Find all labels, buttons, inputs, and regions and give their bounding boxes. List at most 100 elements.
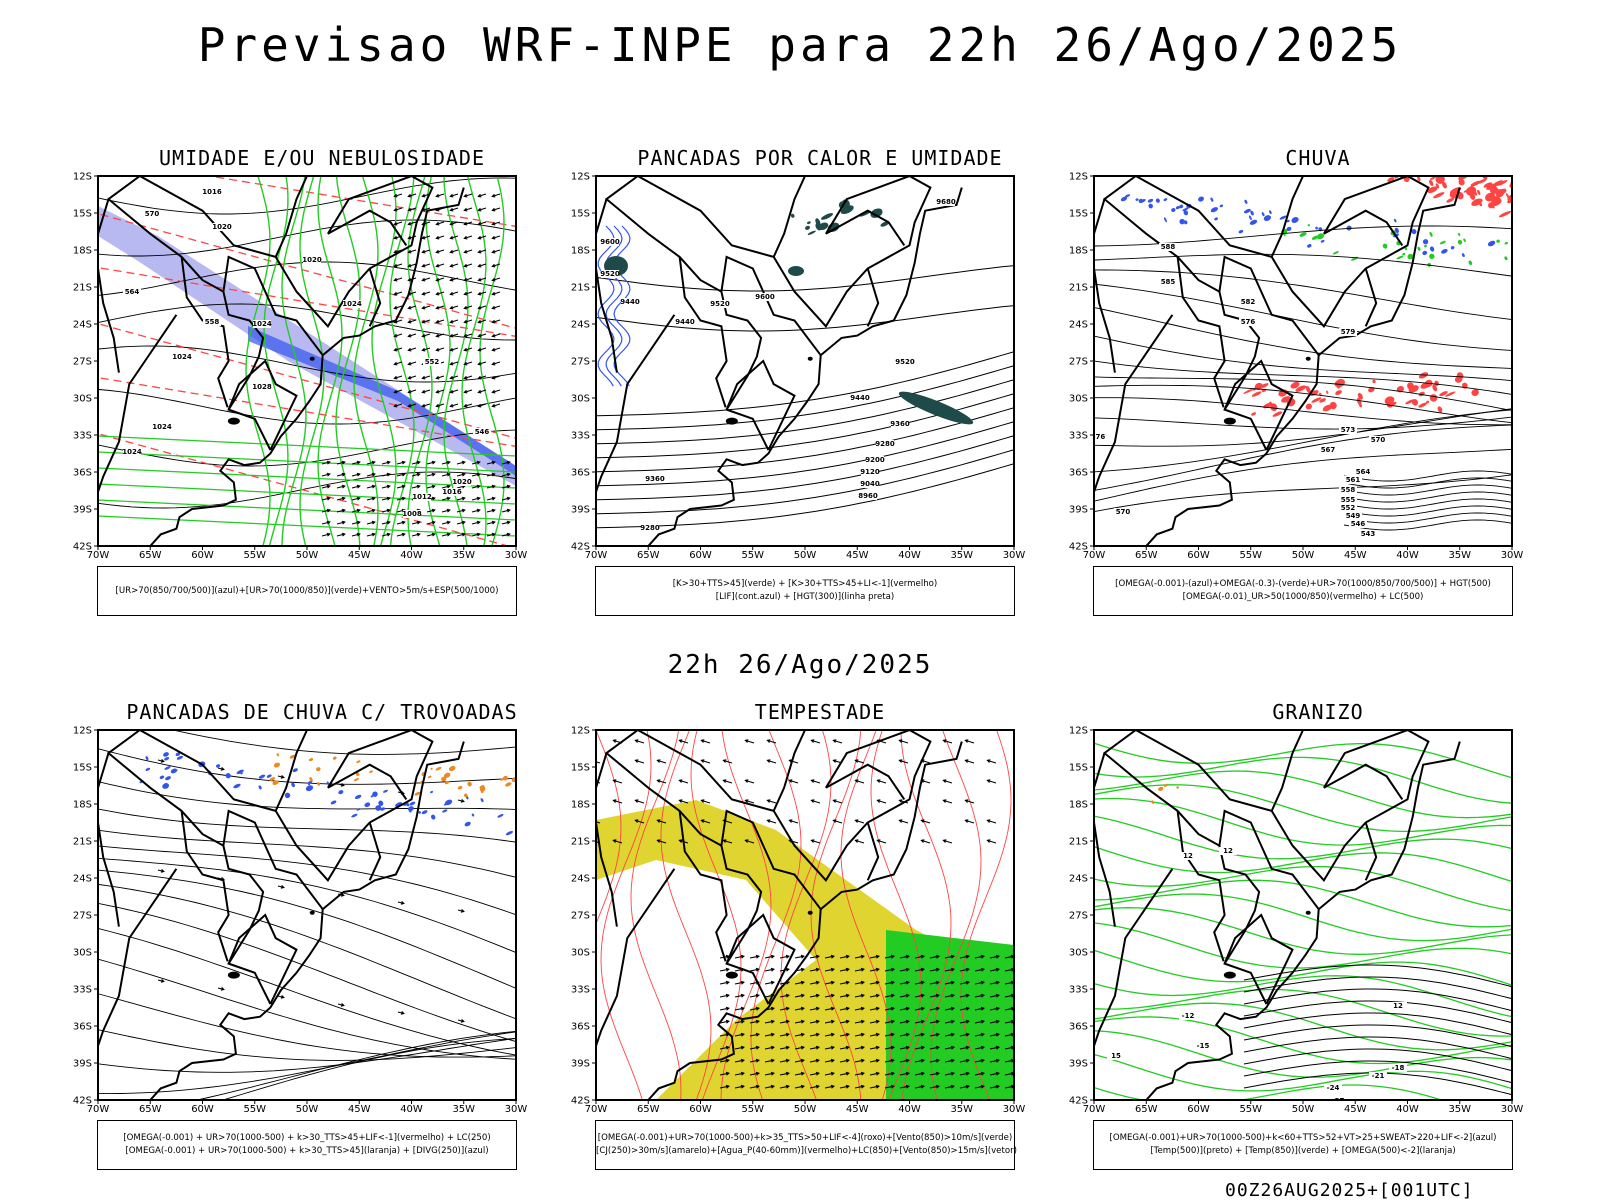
- wind-vector: [336, 509, 345, 513]
- lon-tick-label: 40W: [400, 1104, 423, 1115]
- wind-vector-head: [950, 993, 955, 998]
- height-isoline: [596, 265, 1014, 292]
- rain-area: [1213, 129, 1223, 137]
- wind-vector-head: [421, 347, 426, 352]
- wind-vector-head: [860, 1006, 865, 1011]
- wind-vector-head: [725, 1019, 730, 1024]
- rain-area: [1238, 130, 1252, 141]
- wind-vector: [877, 779, 887, 784]
- rain-area: [1524, 201, 1539, 212]
- lon-tick-label: 30W: [1501, 550, 1524, 561]
- lat-tick-label: 12S: [73, 726, 92, 737]
- wind-vector: [794, 955, 804, 959]
- wind-vector: [749, 1020, 759, 1024]
- height-isoline: [596, 421, 1014, 487]
- rain-area: [1417, 176, 1421, 182]
- rain-area: [1462, 382, 1468, 389]
- wind-vector-head: [815, 1019, 820, 1024]
- border-line: [222, 809, 324, 910]
- wind-vector-head: [435, 319, 440, 324]
- wind-vector-head: [446, 484, 451, 489]
- wind-vector-head: [800, 967, 805, 972]
- wind-vector-head: [770, 967, 775, 972]
- rain-area: [1245, 117, 1252, 124]
- rain-area: [1218, 119, 1223, 124]
- temp500-isoline: [1243, 988, 1512, 1012]
- wind-vector-head: [449, 263, 454, 268]
- rain-area: [1264, 126, 1270, 130]
- geopotential-isoline: [1094, 416, 1512, 430]
- omega-area: [1163, 217, 1167, 223]
- wind-vector: [839, 968, 849, 972]
- lat-tick-label: 42S: [571, 1096, 590, 1107]
- wind-vector: [492, 249, 501, 253]
- wind-vector: [809, 1085, 819, 1089]
- divergence-area: [464, 821, 471, 827]
- precipitable-water-contour: [900, 730, 952, 1100]
- wind-vector: [959, 1046, 969, 1050]
- wind-vector: [501, 485, 510, 489]
- omega-area: [1183, 210, 1189, 216]
- streamline-arrow-head: [460, 799, 465, 803]
- wind-vector-head: [407, 375, 412, 380]
- rain-area: [1429, 176, 1436, 180]
- pressure-isoline: [98, 177, 516, 215]
- wind-vector: [764, 1033, 774, 1037]
- wind-vector: [456, 521, 465, 525]
- wind-vector: [944, 955, 954, 959]
- rain-area: [1269, 123, 1276, 130]
- wind-vector: [764, 1059, 774, 1063]
- panel-trovoadas: PANCADAS DE CHUVA C/ TROVOADAS 12S 15S 18S…: [72, 700, 572, 1170]
- panel-title: TEMPESTADE: [754, 700, 886, 724]
- map-granizo: 121212-12-15-18-21-24-271512S15S18S21S24…: [1069, 726, 1523, 1116]
- rain-area: [1437, 406, 1443, 413]
- wind-vector-head: [935, 1045, 940, 1050]
- wind-vector-head: [830, 980, 835, 985]
- border-line: [327, 763, 408, 800]
- divergence-area: [145, 767, 151, 771]
- omega-area: [1291, 217, 1299, 223]
- rain-area: [1569, 190, 1580, 201]
- rain-area: [1550, 208, 1562, 220]
- wind-vector-head: [421, 263, 426, 268]
- wind-vector: [854, 1085, 864, 1089]
- thunder-risk-area: [511, 776, 516, 783]
- wind-vector-head: [935, 954, 940, 959]
- temp850-isoline: [1094, 907, 1512, 955]
- wind-vector-head: [463, 249, 468, 254]
- rain-area: [1264, 120, 1271, 125]
- wind-vector-head: [700, 759, 705, 763]
- precipitable-water-contour: [930, 730, 982, 1100]
- wind-vector-head: [920, 980, 925, 985]
- wind-vector-head: [326, 460, 331, 465]
- wind-vector: [854, 968, 864, 972]
- wind-vector-head: [386, 508, 391, 513]
- wind-vector-head: [407, 249, 412, 254]
- wind-vector: [471, 461, 480, 465]
- lon-tick-label: 35W: [1448, 550, 1471, 561]
- rain-area: [1294, 132, 1306, 141]
- rain-area: [1521, 202, 1525, 206]
- rain-area: [1470, 180, 1480, 186]
- wind-vector-head: [476, 508, 481, 513]
- streamline: [98, 781, 516, 810]
- wind-vector-head: [995, 1084, 1000, 1089]
- contour-label: 1024: [342, 300, 362, 308]
- lon-tick-label: 30W: [505, 1104, 528, 1115]
- wind-vector: [426, 461, 435, 465]
- wind-vector: [492, 291, 501, 295]
- omega-strong-area: [1504, 241, 1508, 245]
- contour-label-bg: [711, 300, 729, 308]
- rain-area: [1252, 127, 1260, 135]
- contour-label: 9440: [620, 298, 640, 306]
- wind-vector-head: [612, 799, 617, 803]
- wind-vector: [394, 221, 403, 225]
- temp500-isoline: [1243, 1012, 1512, 1036]
- map-pancadas-calor: 9680960095209440944095209600952094409360…: [571, 172, 1025, 562]
- rain-area: [1359, 140, 1365, 145]
- wind-vector: [877, 799, 887, 804]
- contour-label-bg: [1344, 512, 1362, 520]
- wind-vector-head: [326, 472, 331, 477]
- omega-area: [1238, 229, 1244, 234]
- streamline-arrow-head: [280, 995, 285, 999]
